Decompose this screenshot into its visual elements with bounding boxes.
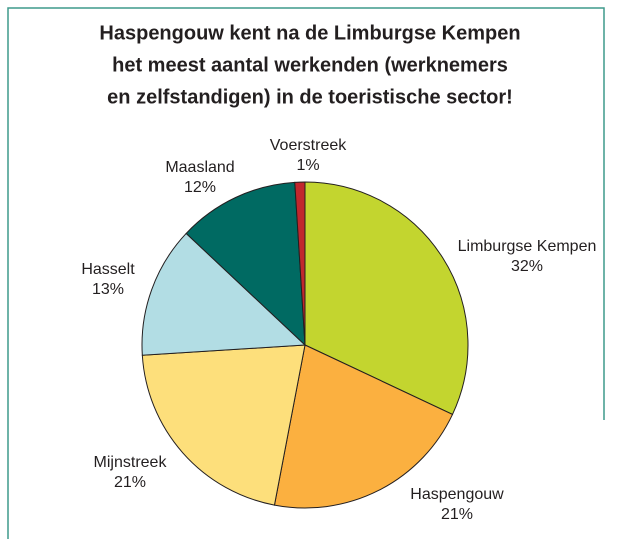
chart-title: en zelfstandigen) in de toeristische sec… xyxy=(107,86,513,108)
slice-label: Hasselt xyxy=(81,261,135,278)
slice-label: Voerstreek xyxy=(270,137,347,154)
value-label: 32% xyxy=(511,258,543,275)
value-label: 1% xyxy=(296,157,319,174)
chart-title: het meest aantal werkenden (werknemers xyxy=(112,54,508,76)
pie-slice xyxy=(185,181,306,347)
slice-label: Maasland xyxy=(165,159,234,176)
pie-slice xyxy=(294,181,306,346)
value-label: 12% xyxy=(184,179,216,196)
pie-slice xyxy=(141,344,306,506)
slice-label: Mijnstreek xyxy=(94,454,168,471)
value-label: 13% xyxy=(92,281,124,298)
value-label: 21% xyxy=(441,506,473,523)
pie-slice xyxy=(141,232,307,356)
pie-slice xyxy=(304,181,469,416)
slice-label: Limburgse Kempen xyxy=(458,238,597,255)
slice-label: Haspengouw xyxy=(410,486,504,503)
frame xyxy=(7,7,605,539)
value-label: 21% xyxy=(114,474,146,491)
pie-slice xyxy=(273,344,454,509)
chart-title: Haspengouw kent na de Limburgse Kempen xyxy=(99,22,520,44)
